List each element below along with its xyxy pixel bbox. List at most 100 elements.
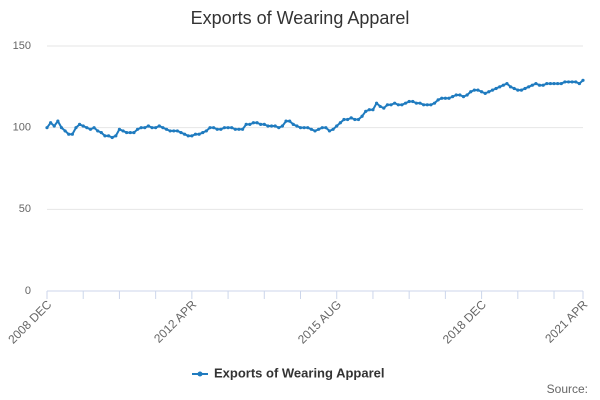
point (70, 132, 74, 136)
point (143, 126, 147, 130)
point (230, 126, 234, 130)
point (577, 81, 581, 86)
point (49, 121, 53, 125)
point (161, 126, 165, 130)
point (172, 129, 176, 133)
point (306, 126, 310, 130)
point (302, 126, 306, 130)
point (541, 83, 545, 87)
point (479, 90, 484, 94)
point (345, 117, 350, 122)
point (519, 88, 524, 92)
point (407, 99, 411, 104)
x-tick-label: 2021 APR (542, 297, 590, 345)
point (298, 126, 303, 130)
point (309, 127, 313, 131)
point (494, 86, 498, 91)
y-tick-label: 100 (13, 122, 31, 134)
point (501, 83, 505, 87)
point (548, 81, 553, 86)
point (96, 129, 100, 133)
y-tick-label: 150 (13, 40, 31, 52)
point (566, 80, 571, 84)
point (277, 126, 281, 130)
point (360, 114, 364, 118)
point (320, 126, 324, 130)
point (240, 127, 245, 131)
point (545, 81, 549, 86)
point (374, 101, 379, 105)
point (432, 101, 437, 105)
x-tick-label: 2008 DEC (5, 297, 54, 346)
legend-marker (197, 371, 203, 377)
point (400, 103, 404, 107)
point (378, 104, 382, 109)
point (436, 98, 440, 102)
point (472, 88, 476, 92)
point (461, 95, 466, 99)
point (342, 117, 346, 122)
point (92, 126, 96, 130)
point (490, 88, 495, 92)
point (259, 122, 263, 126)
point (454, 93, 458, 97)
point (385, 103, 390, 107)
point (284, 119, 288, 123)
point (85, 126, 89, 130)
point (121, 129, 125, 133)
point (175, 129, 179, 133)
point (574, 80, 578, 84)
point (103, 134, 107, 138)
point (382, 106, 386, 110)
point (63, 129, 67, 133)
point (197, 132, 201, 136)
point (469, 90, 473, 94)
chart-title: Exports of Wearing Apparel (191, 8, 410, 28)
y-tick-label: 0 (25, 285, 31, 297)
point (139, 126, 143, 130)
point (208, 126, 212, 130)
point (45, 126, 49, 130)
point (530, 83, 534, 87)
point (266, 124, 270, 128)
point (128, 130, 132, 135)
point (59, 126, 64, 130)
point (244, 122, 248, 126)
point (476, 88, 480, 92)
point (190, 134, 194, 138)
point (251, 121, 256, 125)
point (505, 81, 509, 86)
point (335, 124, 339, 128)
point (226, 126, 230, 130)
point (414, 101, 419, 105)
point (458, 93, 462, 97)
point (125, 130, 129, 135)
point (186, 134, 190, 138)
point (74, 126, 78, 130)
source: Source: (547, 382, 588, 396)
point (327, 129, 332, 133)
point (146, 124, 151, 128)
point (77, 122, 82, 126)
point (291, 122, 295, 126)
point (219, 127, 223, 131)
point (371, 108, 375, 112)
point (364, 109, 368, 113)
point (183, 132, 187, 136)
point (349, 116, 353, 120)
point (67, 132, 71, 136)
point (353, 117, 357, 122)
y-tick-label: 50 (19, 203, 31, 215)
point (367, 108, 371, 112)
point (440, 96, 444, 100)
point (193, 132, 198, 136)
point (559, 81, 563, 86)
point (295, 124, 299, 128)
point (150, 126, 154, 130)
point (537, 83, 542, 87)
point (52, 124, 56, 128)
point (164, 127, 169, 131)
point (331, 127, 335, 131)
point (262, 122, 266, 126)
